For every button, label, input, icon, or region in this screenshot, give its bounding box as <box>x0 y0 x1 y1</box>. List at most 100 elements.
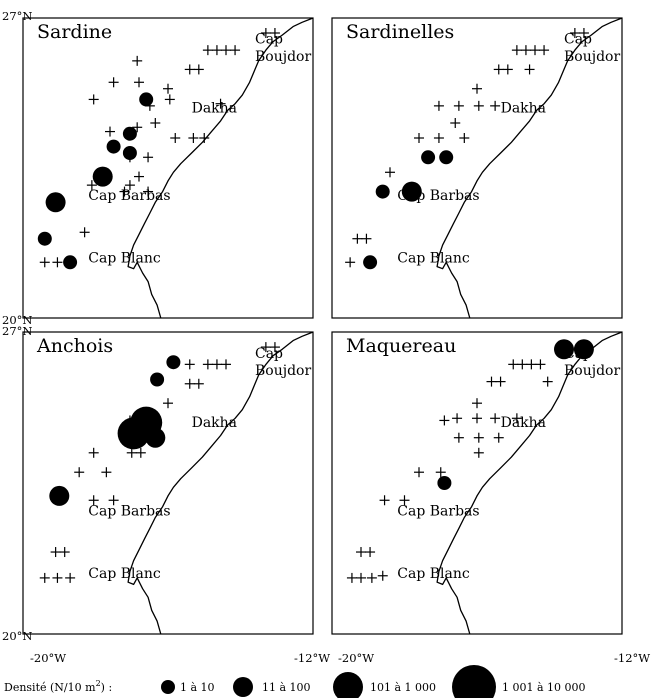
sample-absent-marker <box>65 572 76 583</box>
axis-labels: 27°N 20°N 27°N 20°N -20°W -12°W -20°W -1… <box>2 9 650 665</box>
legend-title-prefix: Densité (N/10 m <box>4 681 96 694</box>
panel-frame <box>331 331 623 635</box>
lat-bottom-label-upper: 20°N <box>2 313 32 327</box>
sample-absent-marker <box>52 257 63 268</box>
sample-absent-marker <box>361 233 372 244</box>
density-circle-class-2 <box>573 339 594 360</box>
sample-absent-marker <box>472 413 482 424</box>
sample-absent-marker <box>79 227 90 238</box>
sample-absent-marker <box>473 447 484 458</box>
sample-absent-marker <box>184 64 195 75</box>
place-label-cap: Cap <box>255 32 283 48</box>
sample-absent-marker <box>493 432 504 443</box>
legend-label-class-1: 1 à 10 <box>180 681 215 694</box>
sample-absent-marker <box>202 359 213 370</box>
sample-absent-marker <box>569 28 580 38</box>
sample-absent-marker <box>539 45 550 56</box>
density-circle-class-1 <box>139 92 154 107</box>
sample-absent-marker <box>215 98 226 109</box>
legend-dot-class-4 <box>452 665 496 698</box>
sample-absent-marker <box>414 133 424 143</box>
sample-absent-marker <box>170 133 181 143</box>
sample-absent-marker <box>414 467 424 478</box>
sample-absent-marker <box>221 359 231 370</box>
lon-left-label-right: -20°W <box>338 651 374 665</box>
sample-absent-marker <box>472 398 482 409</box>
sample-absent-marker <box>150 118 161 128</box>
sample-absent-marker <box>74 467 85 478</box>
sample-absent-marker <box>356 547 366 558</box>
place-label-cap-barbas: Cap Barbas <box>88 503 170 519</box>
sample-absent-marker <box>459 133 470 143</box>
sample-absent-marker <box>377 570 388 581</box>
legend-dot-class-1 <box>161 680 175 694</box>
sample-absent-marker <box>88 447 99 458</box>
sample-absent-marker <box>188 133 199 143</box>
legend-label-class-2: 11 à 100 <box>262 681 311 694</box>
sample-absent-marker <box>260 342 271 353</box>
lat-bottom-label-lower: 20°N <box>2 629 32 643</box>
place-label-cap-blanc: Cap Blanc <box>88 566 161 582</box>
sample-absent-marker <box>193 64 204 75</box>
place-label-cap-barbas: Cap Barbas <box>397 188 479 204</box>
coastline <box>436 18 622 318</box>
legend-dot-class-2 <box>233 677 253 697</box>
sample-absent-marker <box>535 359 546 370</box>
sample-absent-marker <box>199 133 210 143</box>
sample-absent-marker <box>105 126 115 137</box>
sample-absent-marker <box>472 83 482 94</box>
sample-absent-marker <box>230 45 241 56</box>
sample-absent-marker <box>356 572 366 583</box>
sample-absent-marker <box>39 572 50 583</box>
sample-absent-marker <box>530 45 540 56</box>
legend-title-sup: 2 <box>96 679 101 688</box>
sample-absent-marker <box>495 376 506 387</box>
sample-absent-marker <box>119 186 130 197</box>
sample-absent-marker <box>433 100 444 111</box>
density-circle-class-1 <box>166 355 181 370</box>
sample-absent-marker <box>508 359 519 370</box>
legend-label-class-4: 1 001 à 10 000 <box>502 681 586 694</box>
density-circle-class-1 <box>37 231 52 246</box>
sample-absent-marker <box>260 28 271 38</box>
coastline <box>436 332 622 634</box>
density-circle-class-1 <box>421 150 436 165</box>
sample-absent-marker <box>352 233 363 244</box>
sample-absent-marker <box>490 413 501 424</box>
density-circle-class-1 <box>437 476 452 490</box>
panel-content <box>346 332 622 634</box>
density-circle-class-1 <box>106 139 121 154</box>
coastline <box>127 332 313 634</box>
panel-title: Maquereau <box>346 335 456 357</box>
place-label-cap: Cap <box>564 346 592 362</box>
place-label-cap-blanc: Cap Blanc <box>88 250 161 266</box>
sample-absent-marker <box>269 342 280 353</box>
sample-absent-marker <box>163 398 173 409</box>
sample-absent-marker <box>134 77 144 88</box>
sample-absent-marker <box>132 122 143 133</box>
sample-absent-marker <box>435 467 446 478</box>
lon-right-label-right: -12°W <box>614 651 650 665</box>
sample-absent-marker <box>578 28 589 38</box>
sample-absent-marker <box>211 45 222 56</box>
sample-absent-marker <box>493 64 504 75</box>
lon-left-label-left: -20°W <box>30 651 66 665</box>
sample-absent-marker <box>399 495 410 506</box>
sample-absent-marker <box>524 64 535 75</box>
panel-title: Sardine <box>37 21 112 43</box>
place-label-boujdor: Boujdor <box>564 363 620 379</box>
density-circle-class-2 <box>49 485 70 506</box>
sample-absent-marker <box>511 413 522 424</box>
density-circle-class-2 <box>92 166 113 187</box>
sample-absent-marker <box>542 376 553 387</box>
sample-absent-marker <box>379 495 390 506</box>
sample-absent-marker <box>163 83 173 94</box>
lon-right-label-left: -12°W <box>294 651 330 665</box>
place-label-cap: Cap <box>564 32 592 48</box>
sample-absent-marker <box>52 572 63 583</box>
